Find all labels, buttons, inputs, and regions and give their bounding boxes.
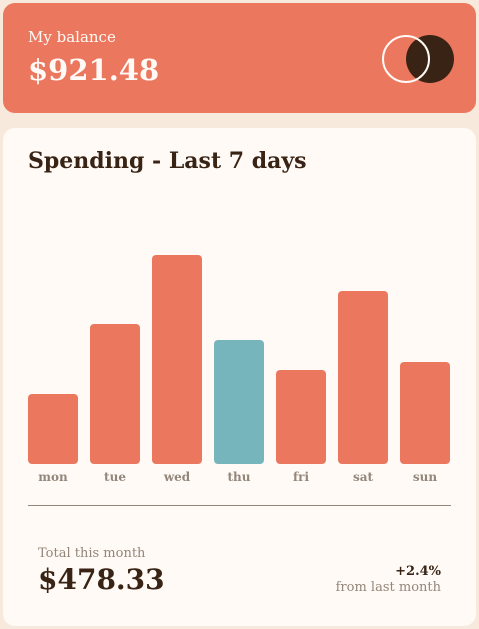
- total-amount: $478.33: [38, 563, 165, 596]
- bar-tue[interactable]: [90, 324, 140, 464]
- bar-wed[interactable]: [152, 254, 202, 464]
- bar-sat[interactable]: [338, 290, 388, 464]
- day-label-sun: sun: [412, 470, 438, 484]
- bar-mon[interactable]: [28, 394, 78, 464]
- balance-label: My balance: [28, 28, 116, 46]
- balance-amount: $921.48: [28, 53, 160, 87]
- spending-bar-chart: mon tue wed thu fri sat sun: [3, 128, 476, 488]
- day-label-sat: sat: [352, 470, 374, 484]
- two-circles-logo-icon: [382, 35, 454, 83]
- bar-sun[interactable]: [400, 362, 450, 464]
- spending-title: Spending - Last 7 days: [28, 148, 307, 174]
- day-label-mon: mon: [38, 470, 68, 484]
- day-label-fri: fri: [292, 470, 310, 484]
- day-label-wed: wed: [163, 470, 191, 484]
- divider: [28, 505, 451, 506]
- change-label: from last month: [335, 580, 441, 595]
- day-label-thu: thu: [227, 470, 251, 484]
- total-label: Total this month: [38, 546, 146, 561]
- bar-fri[interactable]: [276, 370, 326, 464]
- change-percent: +2.4%: [395, 564, 441, 579]
- spending-card: Spending - Last 7 days mon tue wed thu fri sa…: [3, 128, 476, 626]
- day-label-tue: tue: [104, 470, 126, 484]
- bar-thu[interactable]: [214, 339, 264, 464]
- balance-card: My balance $921.48: [3, 3, 476, 113]
